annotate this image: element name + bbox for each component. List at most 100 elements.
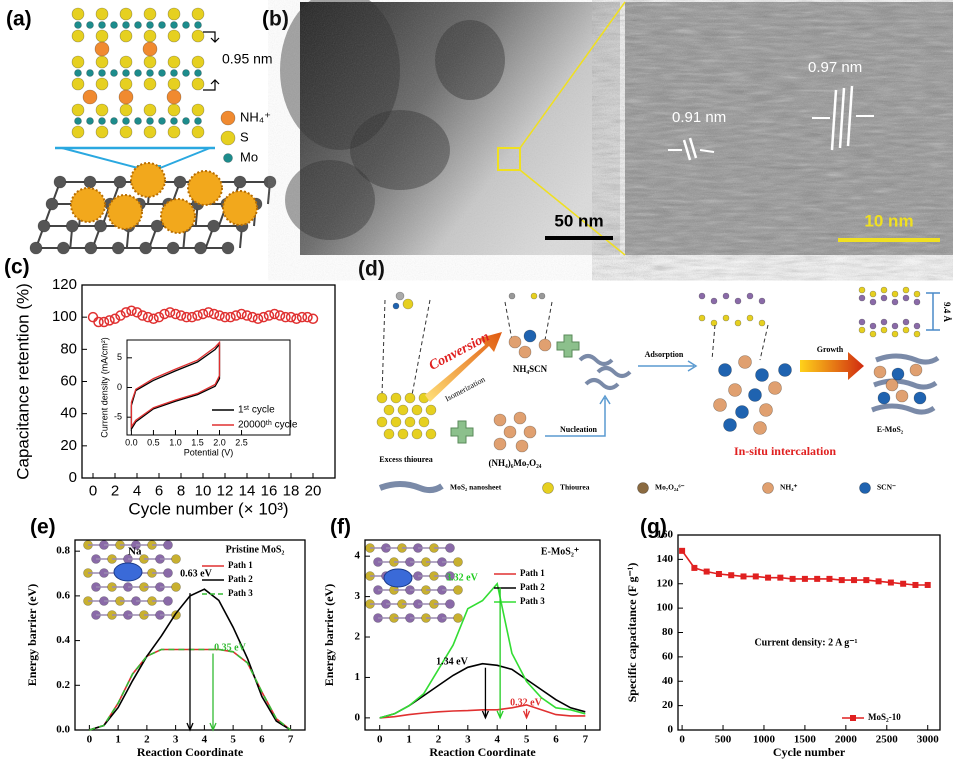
atom xyxy=(395,291,405,301)
point xyxy=(703,568,710,575)
point xyxy=(93,316,104,328)
atom xyxy=(220,130,236,146)
atom xyxy=(698,292,706,300)
atom xyxy=(858,318,866,326)
point xyxy=(851,577,858,584)
step-label: Nucleation xyxy=(560,425,597,434)
atom xyxy=(508,335,522,349)
point xyxy=(241,310,253,321)
atom xyxy=(698,314,706,322)
point xyxy=(252,313,264,325)
point xyxy=(159,308,170,320)
panel-label: (e) xyxy=(30,516,56,539)
atom xyxy=(182,69,190,77)
point xyxy=(777,574,784,581)
point xyxy=(225,311,236,323)
atom xyxy=(173,175,187,189)
nanosheet xyxy=(871,403,936,415)
atom xyxy=(758,297,766,305)
atom xyxy=(722,292,730,300)
x-tick-label: 500 xyxy=(715,733,732,745)
y-tick-label: 80 xyxy=(60,340,77,357)
atom xyxy=(71,55,85,69)
atom xyxy=(57,241,70,255)
arrow xyxy=(638,360,698,372)
atom xyxy=(869,330,877,338)
atom xyxy=(734,297,742,305)
atom xyxy=(182,21,190,29)
atom xyxy=(778,363,792,377)
atom xyxy=(902,294,910,302)
x-axis-label: Reaction Coordinate xyxy=(137,745,244,759)
x-axis-label: Reaction Coordinate xyxy=(429,745,536,759)
atom xyxy=(453,585,463,595)
atom xyxy=(94,41,110,57)
point xyxy=(153,311,165,323)
atom xyxy=(493,437,507,451)
atom xyxy=(194,241,207,255)
atom xyxy=(86,21,94,29)
atom xyxy=(869,290,877,298)
nanosheet xyxy=(584,378,620,390)
legend-label: MoS₂-10 xyxy=(868,712,901,722)
scale-bar xyxy=(545,236,613,240)
species-label: (NH₄)₆Mo₇O₂₄ xyxy=(489,458,542,468)
atom xyxy=(98,117,106,125)
scale-label: 50 nm xyxy=(554,211,603,230)
x-tick-label: 2500 xyxy=(876,733,899,745)
legend-label: NH₄⁺ xyxy=(240,109,271,124)
atom xyxy=(191,7,205,21)
y-tick-label: 2 xyxy=(355,631,361,643)
na-site xyxy=(383,568,413,588)
atom xyxy=(134,117,142,125)
atom xyxy=(913,391,927,405)
atom xyxy=(53,175,67,189)
point xyxy=(269,308,280,320)
y-tick-label: 40 xyxy=(662,675,674,687)
point xyxy=(120,307,132,318)
atom xyxy=(71,77,85,91)
legend-label: Mo₇O₂₄⁶⁻ xyxy=(655,483,685,492)
annotation: 3.32 eV xyxy=(446,572,478,583)
nanoflower xyxy=(187,170,223,206)
atom xyxy=(37,219,51,233)
point xyxy=(296,311,308,323)
atom xyxy=(404,392,416,404)
atom xyxy=(411,404,423,416)
y-tick-label: 3 xyxy=(355,590,361,602)
x-tick-label: 7 xyxy=(288,733,294,745)
nanoflower xyxy=(160,198,196,234)
atom xyxy=(902,286,910,294)
nanosheet xyxy=(875,353,940,365)
point xyxy=(740,573,747,580)
atom xyxy=(171,582,181,592)
atom xyxy=(146,69,154,77)
point xyxy=(87,311,99,323)
atom xyxy=(738,355,752,369)
atom xyxy=(119,29,133,43)
atom xyxy=(880,326,888,334)
scale-bar xyxy=(838,238,940,242)
atom xyxy=(397,428,409,440)
legend-label: SCN⁻ xyxy=(877,483,896,492)
atom xyxy=(71,125,85,139)
atom xyxy=(143,7,157,21)
panel-label: (b) xyxy=(262,8,289,31)
x-tick-label: 1.5 xyxy=(191,437,204,447)
atom xyxy=(913,290,921,298)
point xyxy=(765,574,772,581)
point xyxy=(186,311,198,323)
line xyxy=(699,149,715,153)
atom xyxy=(383,428,395,440)
line xyxy=(519,1,626,149)
point xyxy=(789,575,796,582)
atom xyxy=(163,568,173,578)
atom xyxy=(170,69,178,77)
x-tick-label: 4 xyxy=(133,482,141,499)
x-axis-label: Potential (V) xyxy=(184,447,234,457)
atom xyxy=(493,413,507,427)
atom xyxy=(404,416,416,428)
atom xyxy=(735,405,749,419)
y-tick-label: 120 xyxy=(657,577,674,589)
atom xyxy=(139,241,153,255)
